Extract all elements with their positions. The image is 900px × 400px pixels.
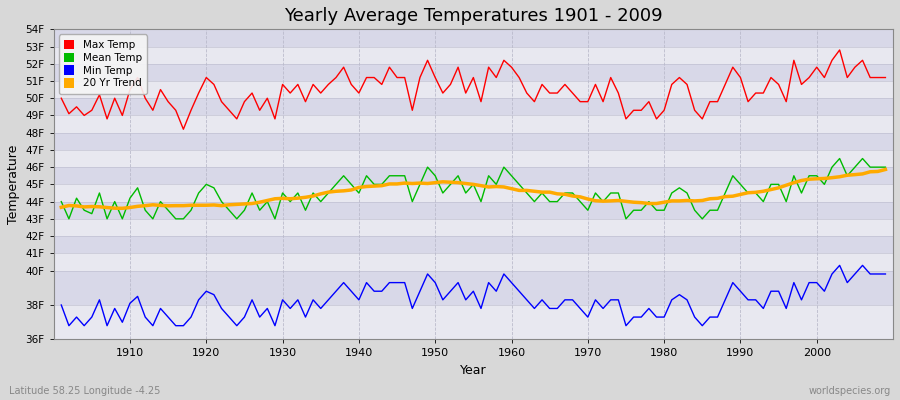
Bar [54, 29, 893, 46]
Text: worldspecies.org: worldspecies.org [809, 386, 891, 396]
Bar [54, 184, 893, 202]
Legend: Max Temp, Mean Temp, Min Temp, 20 Yr Trend: Max Temp, Mean Temp, Min Temp, 20 Yr Tre… [58, 34, 148, 94]
Text: Latitude 58.25 Longitude -4.25: Latitude 58.25 Longitude -4.25 [9, 386, 160, 396]
Bar [54, 236, 893, 253]
Bar [54, 150, 893, 167]
Bar [54, 46, 893, 64]
Bar [54, 202, 893, 219]
Bar [54, 64, 893, 81]
Bar [54, 98, 893, 116]
Bar [54, 133, 893, 150]
Y-axis label: Temperature: Temperature [7, 145, 20, 224]
Bar [54, 219, 893, 236]
Title: Yearly Average Temperatures 1901 - 2009: Yearly Average Temperatures 1901 - 2009 [284, 7, 662, 25]
Bar [54, 81, 893, 98]
Bar [54, 167, 893, 184]
Bar [54, 253, 893, 270]
Bar [54, 270, 893, 305]
Bar [54, 305, 893, 340]
X-axis label: Year: Year [460, 364, 487, 377]
Bar [54, 116, 893, 133]
